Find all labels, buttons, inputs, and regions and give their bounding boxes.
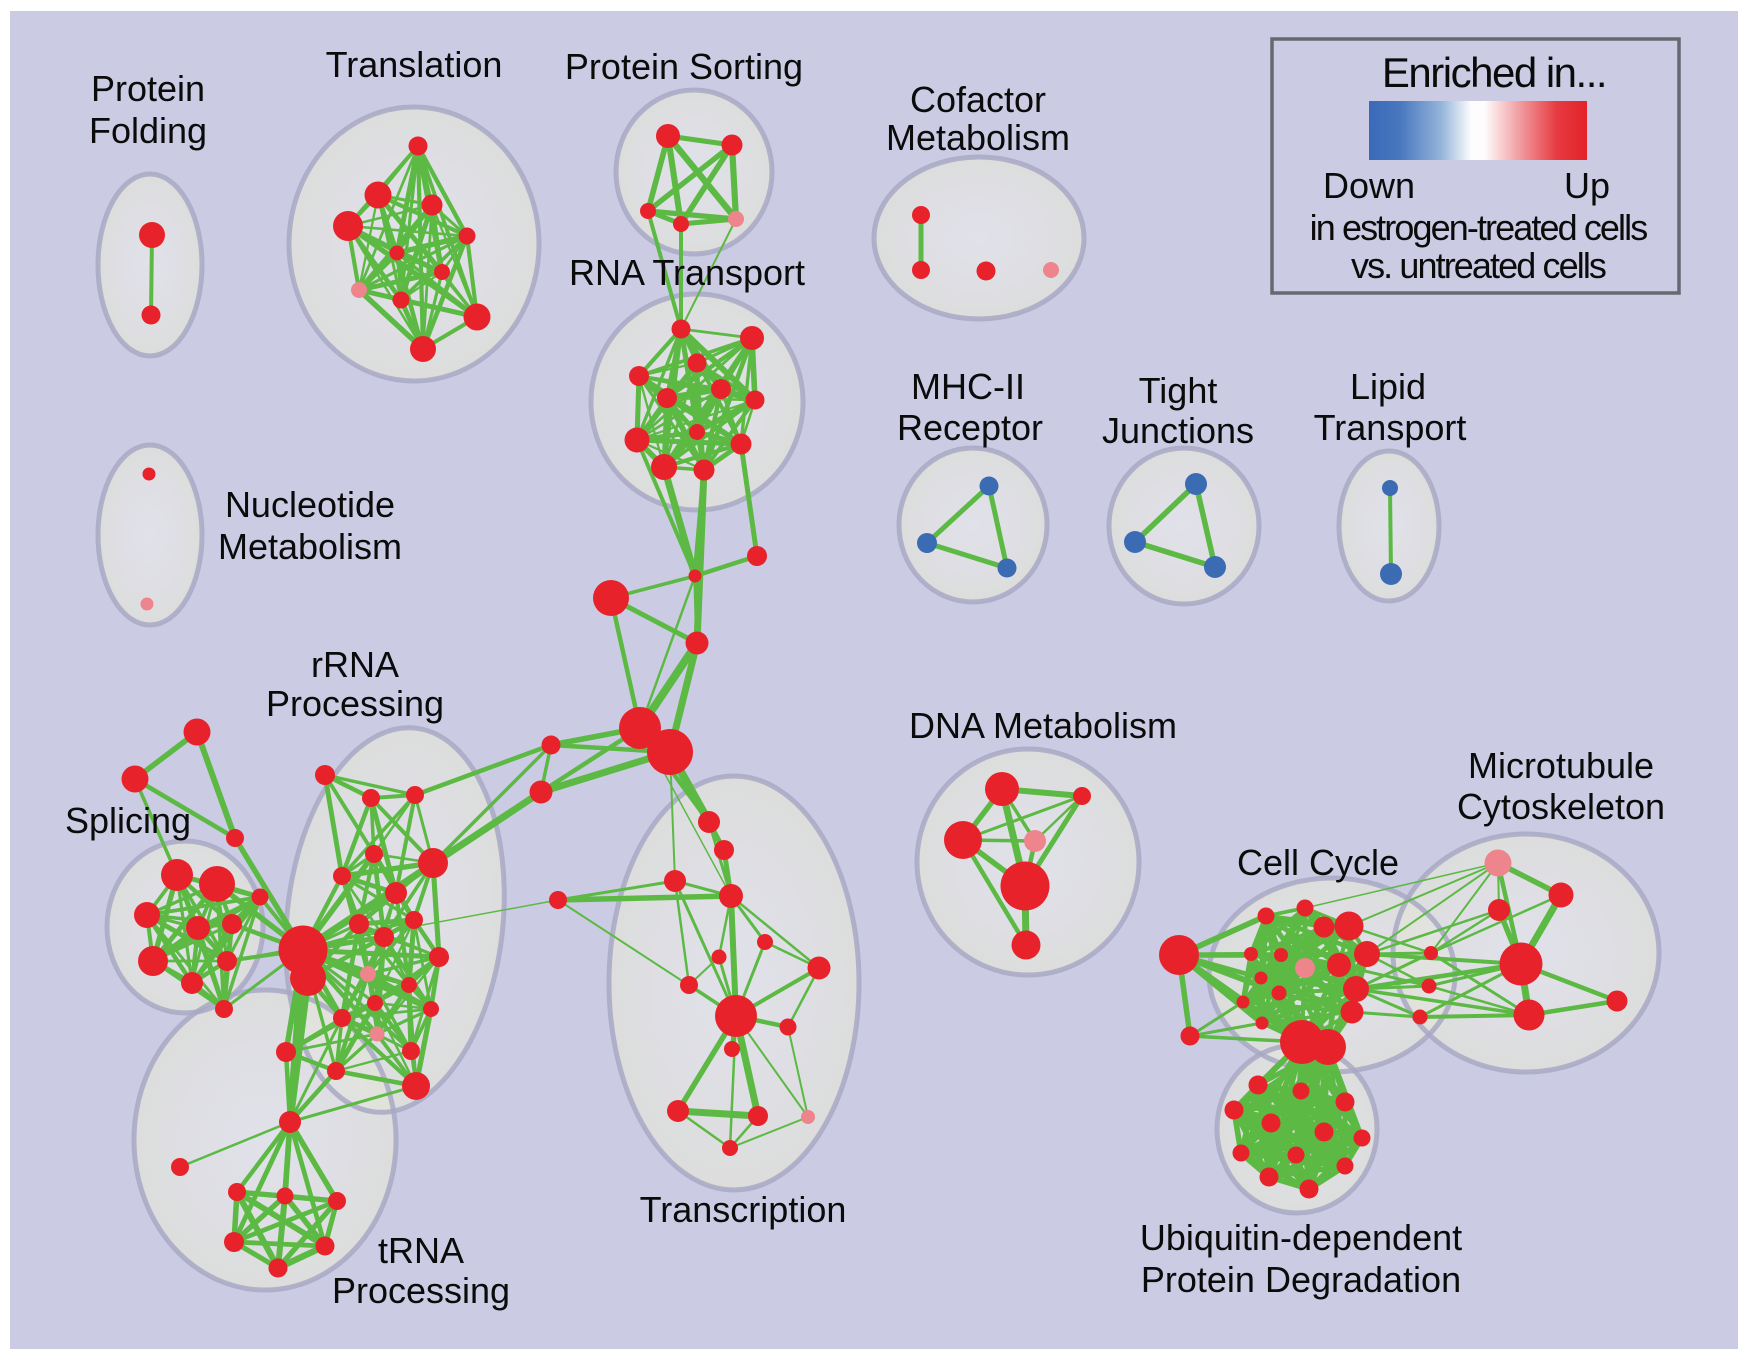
svg-text:Metabolism: Metabolism [218, 526, 402, 567]
svg-text:Protein Sorting: Protein Sorting [565, 46, 803, 87]
svg-text:vs. untreated cells: vs. untreated cells [1351, 245, 1606, 286]
svg-text:Nucleotide: Nucleotide [225, 484, 395, 525]
svg-text:Junctions: Junctions [1102, 410, 1254, 451]
svg-text:Down: Down [1323, 165, 1415, 206]
svg-text:rRNA: rRNA [311, 644, 399, 685]
svg-text:Cell Cycle: Cell Cycle [1237, 842, 1399, 883]
svg-text:Transport: Transport [1314, 407, 1467, 448]
svg-text:Transcription: Transcription [640, 1189, 847, 1230]
svg-text:in estrogen-treated cells: in estrogen-treated cells [1310, 207, 1648, 248]
svg-text:Processing: Processing [332, 1270, 510, 1311]
svg-text:Receptor: Receptor [897, 407, 1043, 448]
svg-text:Metabolism: Metabolism [886, 117, 1070, 158]
svg-text:Enriched in...: Enriched in... [1382, 49, 1606, 96]
svg-text:Folding: Folding [89, 110, 207, 151]
svg-text:Splicing: Splicing [65, 800, 191, 841]
svg-text:RNA Transport: RNA Transport [569, 252, 805, 293]
svg-text:Cytoskeleton: Cytoskeleton [1457, 786, 1665, 827]
svg-text:Tight: Tight [1139, 370, 1218, 411]
svg-text:Processing: Processing [266, 683, 444, 724]
svg-text:Ubiquitin-dependent: Ubiquitin-dependent [1140, 1217, 1462, 1258]
svg-text:Protein: Protein [91, 68, 205, 109]
svg-text:Translation: Translation [326, 44, 503, 85]
svg-text:tRNA: tRNA [378, 1230, 464, 1271]
svg-text:Up: Up [1564, 165, 1610, 206]
svg-text:Microtubule: Microtubule [1468, 745, 1654, 786]
svg-text:Lipid: Lipid [1350, 366, 1426, 407]
svg-text:Protein Degradation: Protein Degradation [1141, 1259, 1461, 1300]
svg-text:Cofactor: Cofactor [910, 79, 1046, 120]
svg-text:MHC-II: MHC-II [911, 366, 1025, 407]
svg-text:DNA Metabolism: DNA Metabolism [909, 705, 1177, 746]
